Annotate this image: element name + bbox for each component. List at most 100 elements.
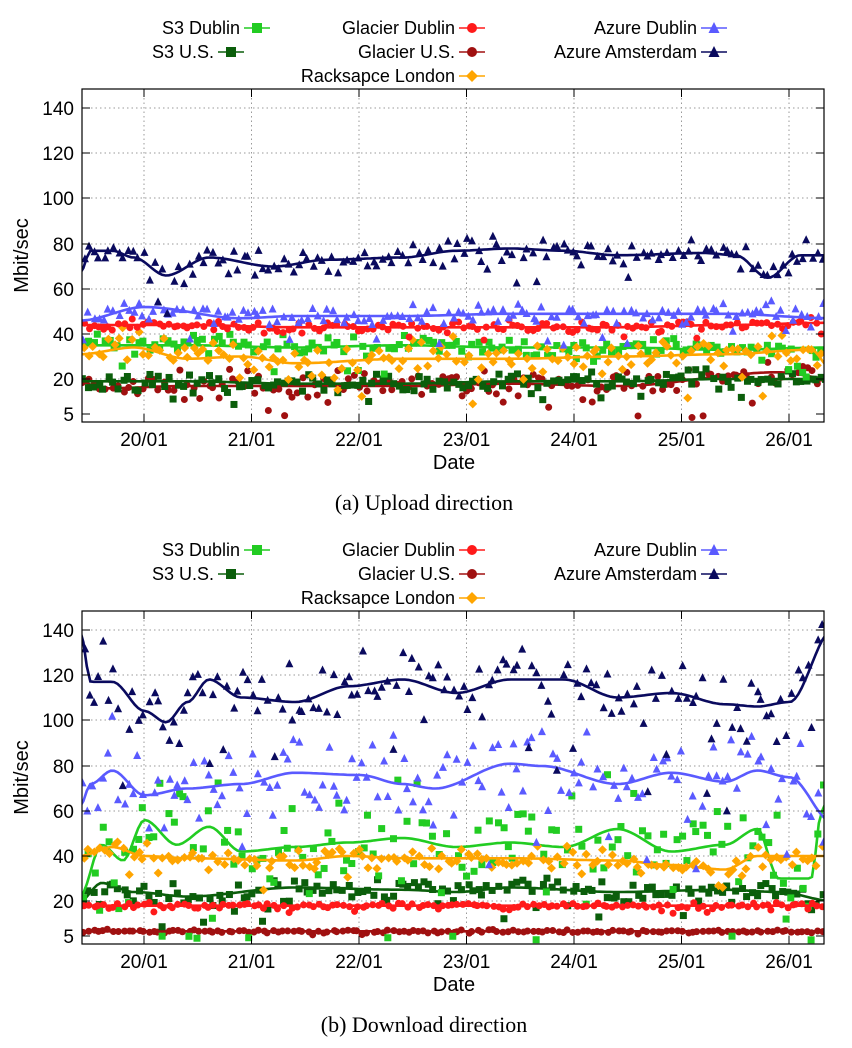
data-point (741, 242, 750, 251)
data-point (684, 366, 692, 374)
data-point (266, 875, 274, 883)
data-point (174, 262, 183, 271)
data-point (772, 899, 780, 907)
data-point (259, 917, 267, 925)
data-point (99, 636, 108, 645)
data-point (288, 377, 296, 385)
data-point (369, 850, 377, 858)
data-point (613, 860, 623, 870)
data-point (443, 384, 451, 392)
data-point (492, 239, 501, 248)
legend-label: Azure Dublin (594, 540, 697, 560)
data-point (728, 722, 737, 731)
data-point (238, 842, 247, 851)
data-point (270, 878, 278, 886)
data-point (118, 362, 126, 370)
data-point (502, 247, 511, 256)
data-point (88, 781, 97, 790)
data-point (499, 398, 507, 406)
data-point (545, 403, 553, 411)
data-point (165, 373, 173, 381)
data-point (636, 868, 646, 878)
trend-line (82, 762, 824, 820)
data-point (425, 862, 435, 872)
data-point (823, 253, 824, 255)
data-point (410, 387, 418, 395)
data-point (252, 861, 262, 871)
data-point (747, 343, 755, 351)
data-point (258, 264, 267, 273)
data-point (619, 259, 628, 268)
data-point (173, 889, 181, 897)
data-point (712, 771, 721, 780)
data-point (308, 339, 316, 347)
data-point (499, 655, 508, 664)
data-point (789, 370, 797, 378)
data-point (251, 389, 259, 397)
data-point (559, 340, 568, 349)
data-point (220, 838, 228, 846)
data-point (188, 672, 197, 681)
data-point (280, 826, 288, 834)
data-point (732, 312, 741, 321)
data-point (627, 305, 636, 314)
data-point (243, 675, 252, 684)
data-point (198, 376, 206, 384)
data-point (662, 370, 670, 378)
data-point (588, 368, 596, 376)
legend-item: Glacier U.S. (358, 564, 485, 584)
data-point (715, 385, 723, 393)
data-point (438, 762, 447, 771)
data-point (328, 837, 336, 845)
x-axis-label: Date (433, 452, 475, 474)
data-point (557, 785, 566, 794)
data-point (419, 334, 427, 342)
data-point (264, 265, 273, 274)
data-point (669, 909, 677, 917)
x-tick-label: 21/01 (228, 430, 276, 451)
data-point (572, 251, 581, 260)
data-point (434, 660, 443, 669)
data-point (393, 247, 402, 256)
data-point (270, 381, 278, 389)
data-point (702, 244, 711, 253)
data-point (268, 304, 277, 313)
data-point (315, 802, 324, 811)
data-point (532, 341, 542, 351)
data-point (103, 334, 113, 344)
data-point (494, 819, 502, 827)
data-point (532, 904, 540, 912)
data-point (142, 838, 152, 848)
data-point (154, 696, 163, 705)
data-point (343, 856, 351, 864)
data-point (204, 807, 212, 815)
legend-label: Glacier Dublin (342, 18, 455, 38)
data-point (403, 386, 411, 394)
trend-line (82, 881, 824, 902)
series-azure-amsterdam (82, 231, 824, 317)
data-point (208, 247, 217, 256)
data-point (342, 344, 352, 354)
data-point (497, 787, 506, 796)
data-point (475, 664, 484, 673)
data-point (359, 888, 367, 896)
legend-marker (467, 545, 477, 555)
data-point (205, 758, 214, 767)
caption: (b) Download direction (321, 1012, 528, 1037)
data-point (776, 305, 785, 314)
data-point (359, 376, 367, 384)
data-point (372, 334, 381, 343)
data-point (158, 923, 166, 931)
data-point (329, 306, 338, 315)
legend-marker (252, 545, 262, 555)
data-point (528, 813, 536, 821)
data-point (146, 370, 154, 378)
data-point (754, 756, 763, 765)
data-point (151, 257, 160, 266)
y-tick-label: 5 (63, 927, 74, 948)
data-point (345, 881, 353, 889)
data-point (668, 891, 676, 899)
data-point (683, 393, 693, 403)
data-point (189, 757, 198, 766)
data-point (528, 887, 536, 895)
